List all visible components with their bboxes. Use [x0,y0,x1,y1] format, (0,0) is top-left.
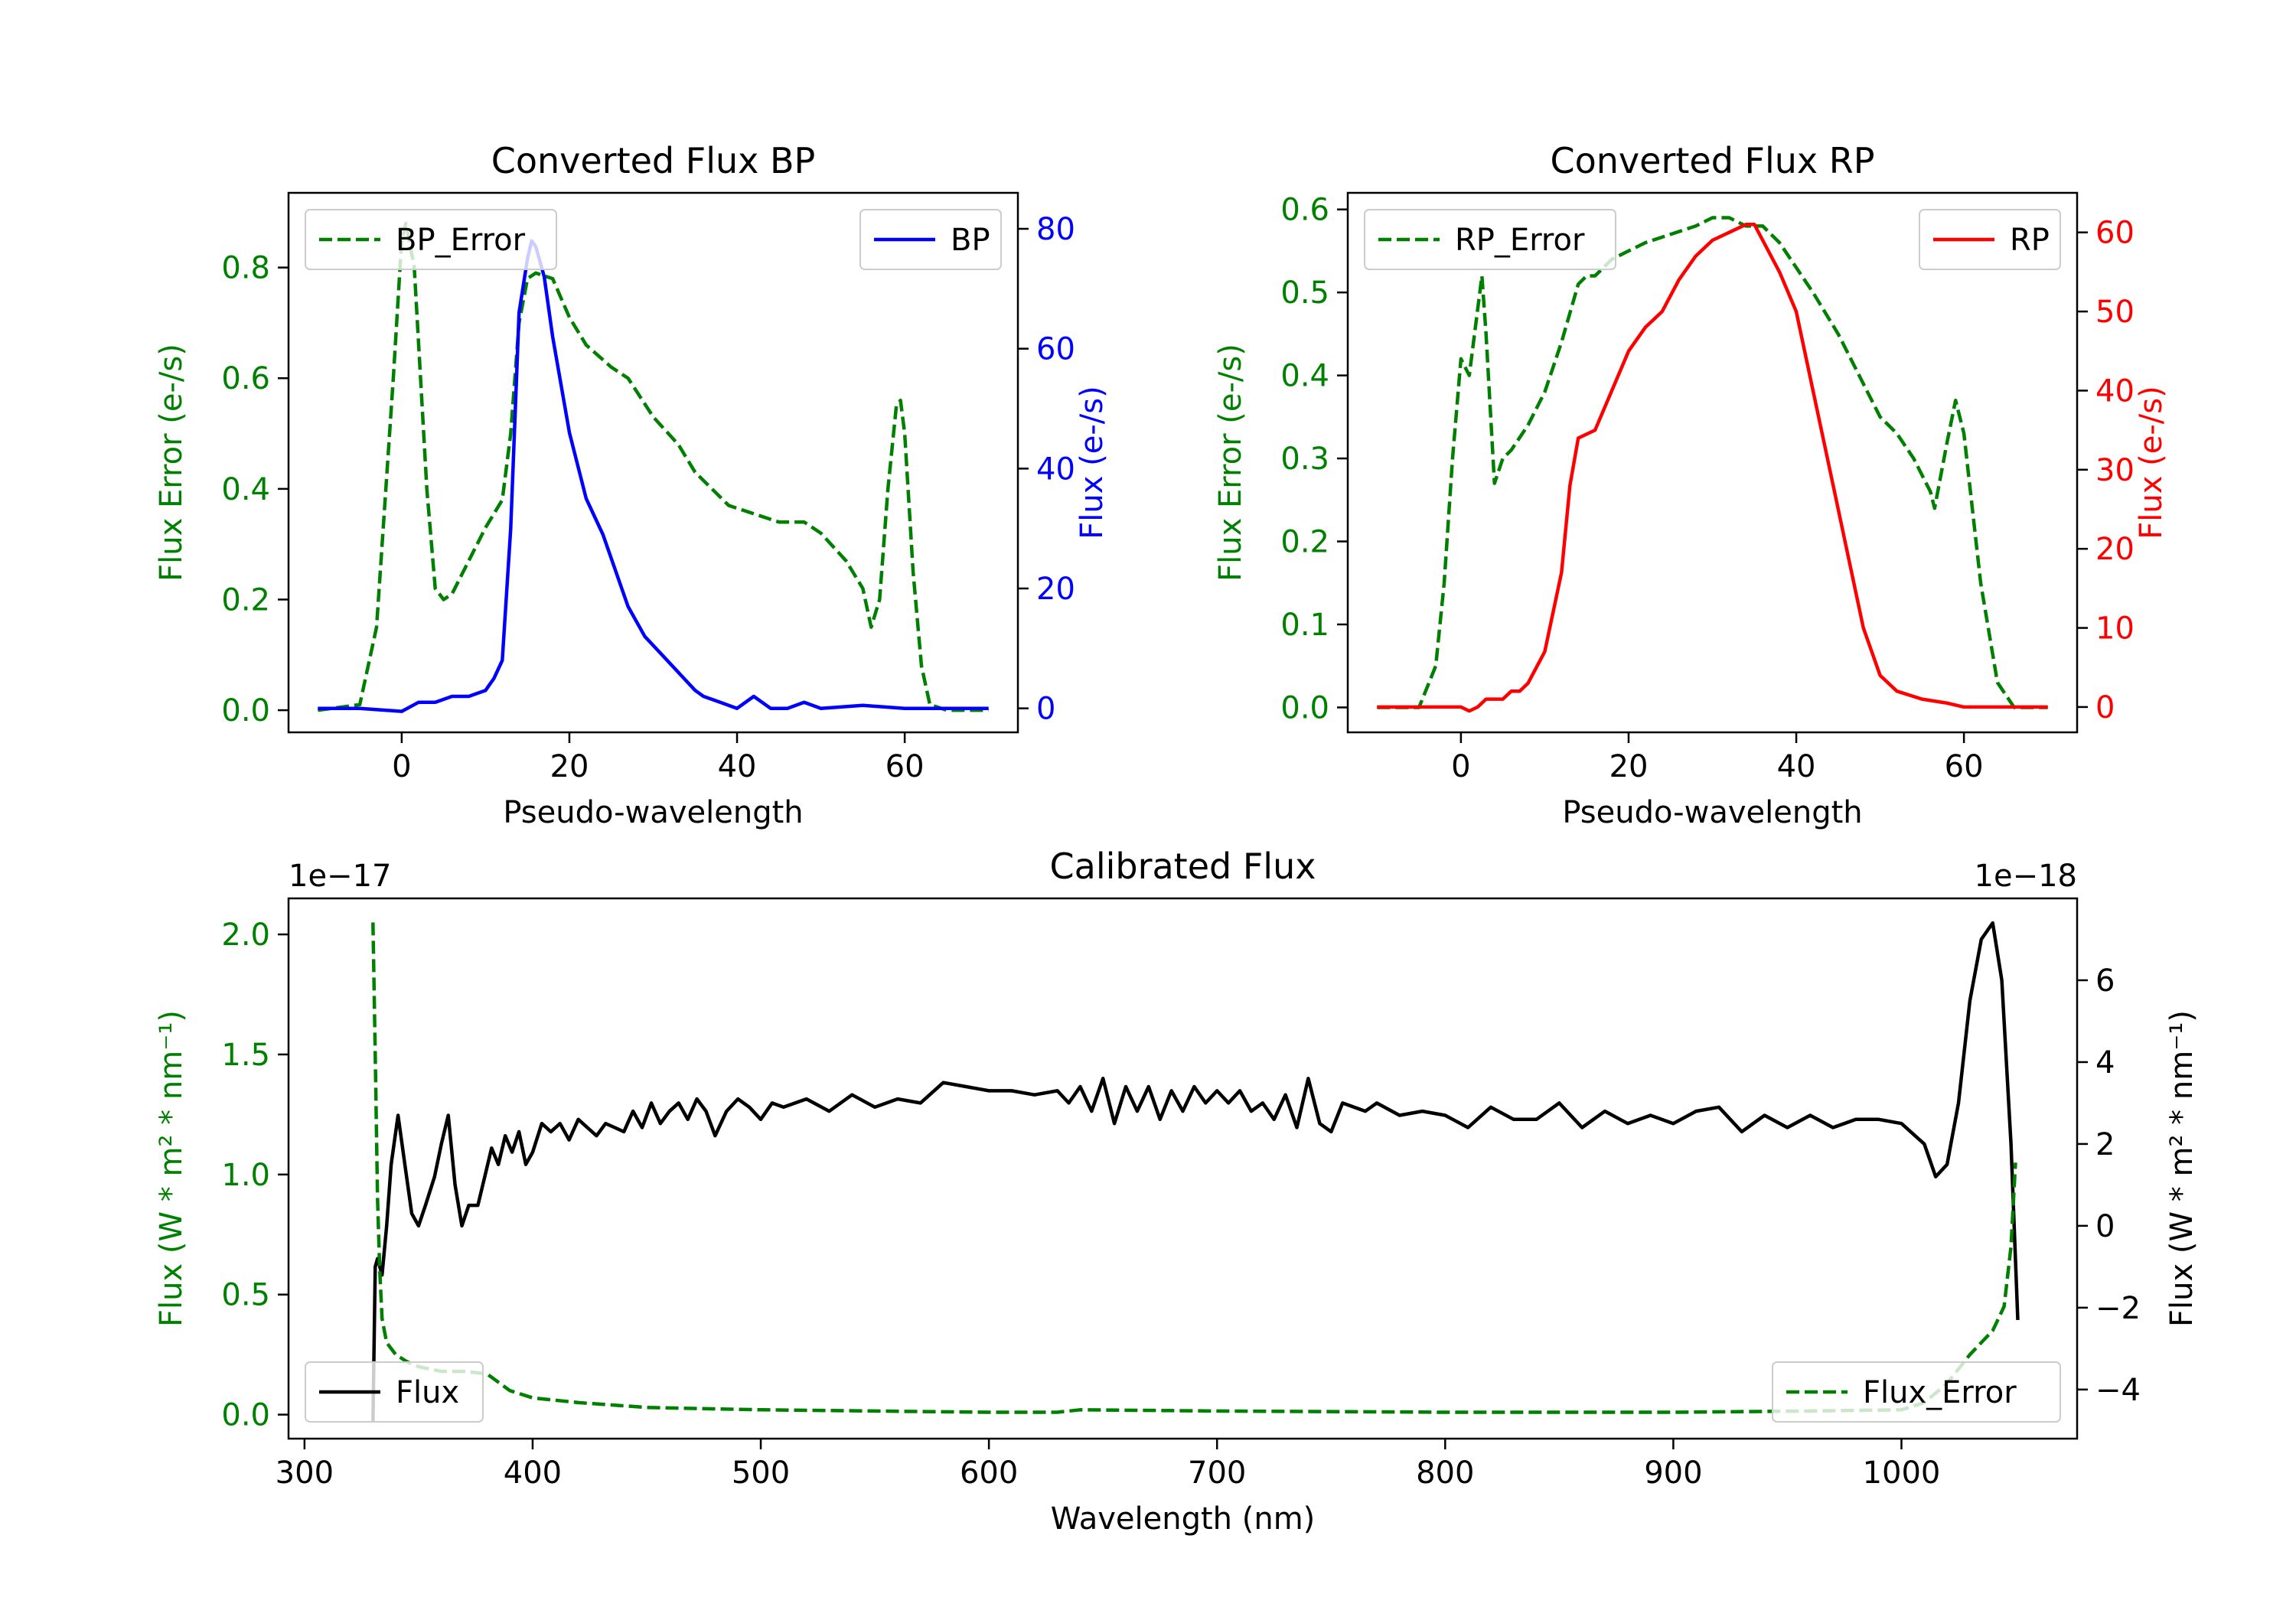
x-tick-label: 1000 [1863,1455,1941,1491]
x-tick-label: 300 [276,1455,334,1491]
left-y-tick-label: 2.0 [221,918,270,953]
right-y-tick-label: 20 [2095,532,2135,567]
legend-bp: BP [859,209,1002,270]
legend-bp-error: BP_Error [305,209,557,270]
right-y-tick-label: 30 [2095,453,2135,488]
x-tick-label: 20 [1609,749,1649,784]
right-y-axis-label: Flux (W * m² * nm⁻¹) [2164,1010,2200,1327]
right-y-tick-label: 40 [2095,373,2135,409]
x-axis-label: Wavelength (nm) [1051,1501,1316,1537]
legend-label: BP [951,223,990,258]
left-y-tick-label: 0.5 [1280,275,1329,311]
right-y-tick-label: 0 [2095,1209,2115,1244]
right-y-tick-label: 10 [2095,611,2135,647]
left-y-axis-label: Flux Error (e-/s) [154,344,189,582]
left-y-tick-label: 0.4 [221,472,270,507]
series-line-flux-error [371,922,2017,1414]
legend-rp: RP [1919,209,2061,270]
left-y-tick-label: 0.0 [1280,690,1329,725]
x-tick-label: 500 [732,1455,790,1491]
left-y-tick-label: 0.8 [221,251,270,286]
x-tick-label: 600 [960,1455,1018,1491]
chart-panel-1: 0 20 40 60 Pseudo-wavelength 0.0 0.2 0.4 0.6 0.8 F… [154,140,1110,830]
right-y-tick-label: 60 [1036,332,1075,367]
left-y-axis-label: Flux (W * m² * nm⁻¹) [154,1010,189,1327]
left-y-tick-label: 0.1 [1280,608,1329,643]
chart-title: Converted Flux BP [491,140,816,181]
axes-frame [1346,191,2079,734]
x-axis-label: Pseudo-wavelength [1562,795,1862,830]
x-tick-label: 20 [550,749,589,784]
series-line-rp [1377,223,2048,713]
x-tick-label: 40 [1777,749,1816,784]
left-offset-text: 1e−17 [289,859,391,894]
legend-label: BP_Error [396,223,526,258]
right-y-tick-label: 80 [1036,212,1075,247]
legend-box [305,1361,484,1423]
chart-panel-3: 300 400 500 600 700 800 900 1000 Wavelength (nm)… [154,846,2200,1537]
right-y-tick-label: 4 [2095,1045,2115,1081]
left-y-tick-label: 0.6 [221,361,270,396]
left-y-axis-label: Flux Error (e-/s) [1213,344,1248,582]
right-y-tick-label: 20 [1036,572,1075,607]
left-y-tick-label: 0.4 [1280,359,1329,394]
legend-box [1364,209,1616,270]
chart-panel-2: 0 20 40 60 Pseudo-wavelength 0.0 0.1 0.2 0.3 0.4 0… [1213,140,2169,830]
legend-box [305,209,557,270]
left-y-tick-label: 0.6 [1280,193,1329,228]
axes-frame [287,897,2079,1440]
legend-label: Flux [396,1375,459,1410]
left-y-tick-label: 0.2 [221,582,270,618]
legend-label: Flux_Error [1863,1375,2017,1410]
x-tick-label: 400 [504,1455,562,1491]
series-line-bp [318,239,989,713]
right-y-axis-label: Flux (e-/s) [2134,386,2169,539]
legend-rp-error: RP_Error [1364,209,1616,270]
x-tick-label: 900 [1644,1455,1702,1491]
left-y-tick-label: 0.0 [221,1398,270,1433]
chart-title: Calibrated Flux [1050,846,1316,887]
right-y-tick-label: 6 [2095,963,2115,999]
left-y-tick-label: 0.3 [1280,442,1329,477]
right-offset-text: 1e−18 [1975,859,2077,894]
axes-frame [287,191,1019,734]
left-y-tick-label: 1.5 [221,1038,270,1073]
x-tick-label: 60 [1945,749,1984,784]
left-y-tick-label: 0.2 [1280,525,1329,560]
left-y-tick-label: 0.5 [221,1278,270,1313]
legend-label: RP_Error [1455,223,1585,258]
legend-flux-error: Flux_Error [1772,1361,2061,1423]
x-axis-label: Pseudo-wavelength [503,795,803,830]
legend-flux: Flux [305,1361,484,1423]
x-tick-label: 60 [885,749,925,784]
right-y-tick-label: 0 [1036,692,1055,727]
legend-label: RP [2010,223,2050,258]
right-y-tick-label: −2 [2095,1291,2141,1326]
right-y-axis-label: Flux (e-/s) [1075,386,1110,539]
right-y-tick-label: 2 [2095,1127,2115,1162]
chart-title: Converted Flux RP [1551,140,1875,181]
left-y-tick-label: 1.0 [221,1158,270,1193]
series-line-flux [371,921,2020,1423]
right-y-tick-label: 60 [2095,216,2135,251]
right-y-tick-label: −4 [2095,1373,2141,1408]
x-tick-label: 40 [718,749,757,784]
right-y-tick-label: 0 [2095,690,2115,725]
x-tick-label: 800 [1416,1455,1474,1491]
left-y-tick-label: 0.0 [221,693,270,729]
x-tick-label: 0 [392,749,411,784]
right-y-tick-label: 40 [1036,451,1075,487]
x-tick-label: 700 [1188,1455,1246,1491]
x-tick-label: 0 [1451,749,1470,784]
series-line-bp-error [318,221,989,712]
right-y-tick-label: 50 [2095,295,2135,330]
series-line-rp-error [1377,216,2048,709]
legend-box [1772,1361,2061,1423]
